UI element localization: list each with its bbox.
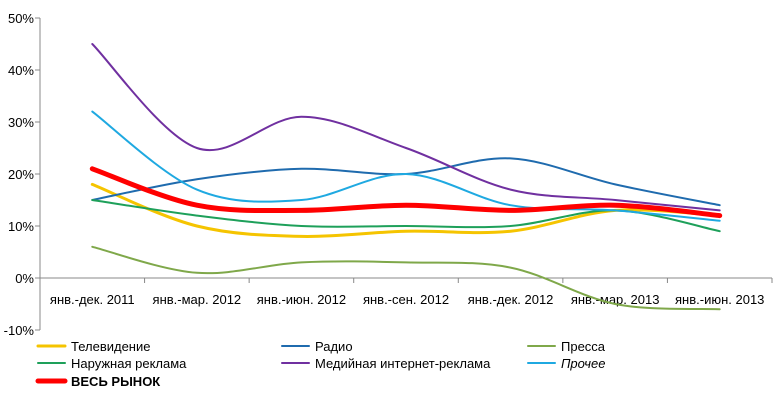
legend: Телевидение Радио Пресса Наружная реклама Ме… — [35, 339, 606, 389]
legend-label: ВЕСЬ РЫНОК — [71, 374, 160, 389]
x-tick-label: янв.-июн. 2012 — [257, 292, 346, 307]
legend-label: Радио — [315, 339, 353, 354]
legend-item: Медийная интернет-реклама — [281, 356, 491, 371]
y-tick-label: -10% — [4, 323, 35, 338]
y-tick-label: 20% — [8, 167, 34, 182]
y-tick-label: 10% — [8, 219, 34, 234]
legend-label: Медийная интернет-реклама — [315, 356, 491, 371]
legend-label: Прочее — [561, 356, 605, 371]
y-tick-label: 40% — [8, 63, 34, 78]
legend-item: Телевидение — [36, 339, 150, 354]
series-line-радио — [91, 157, 721, 207]
x-axis-ticks: янв.-дек. 2011 янв.-мар. 2012 янв.-июн. 20… — [39, 278, 773, 307]
y-tick-label: 50% — [8, 11, 34, 26]
x-tick-label: янв.-дек. 2012 — [468, 292, 554, 307]
y-tick-label: 30% — [8, 115, 34, 130]
x-tick-label: янв.-мар. 2013 — [571, 292, 660, 307]
legend-label: Наружная реклама — [71, 356, 187, 371]
x-tick-label: янв.-сен. 2012 — [363, 292, 449, 307]
x-tick-label: янв.-мар. 2012 — [153, 292, 242, 307]
legend-item: Радио — [281, 339, 353, 354]
legend-item: Наружная реклама — [37, 356, 187, 371]
y-axis-ticks: -10% 0% 10% 20% 30% 40% 50% — [4, 11, 40, 338]
legend-label: Телевидение — [71, 339, 150, 354]
legend-label: Пресса — [561, 339, 606, 354]
legend-item: Пресса — [527, 339, 606, 354]
x-tick-label: янв.-дек. 2011 — [50, 292, 135, 307]
series-line-пресса — [91, 245, 721, 311]
series-line-прочее — [91, 110, 721, 222]
series-line-медийная-интернет-реклама — [91, 43, 721, 212]
series-line-весь-рынок — [89, 166, 723, 219]
legend-item: ВЕСЬ РЫНОК — [35, 374, 160, 389]
x-tick-label: янв.-июн. 2013 — [675, 292, 764, 307]
series-lines — [89, 43, 723, 311]
legend-item: Прочее — [527, 356, 605, 371]
y-tick-label: 0% — [15, 271, 34, 286]
